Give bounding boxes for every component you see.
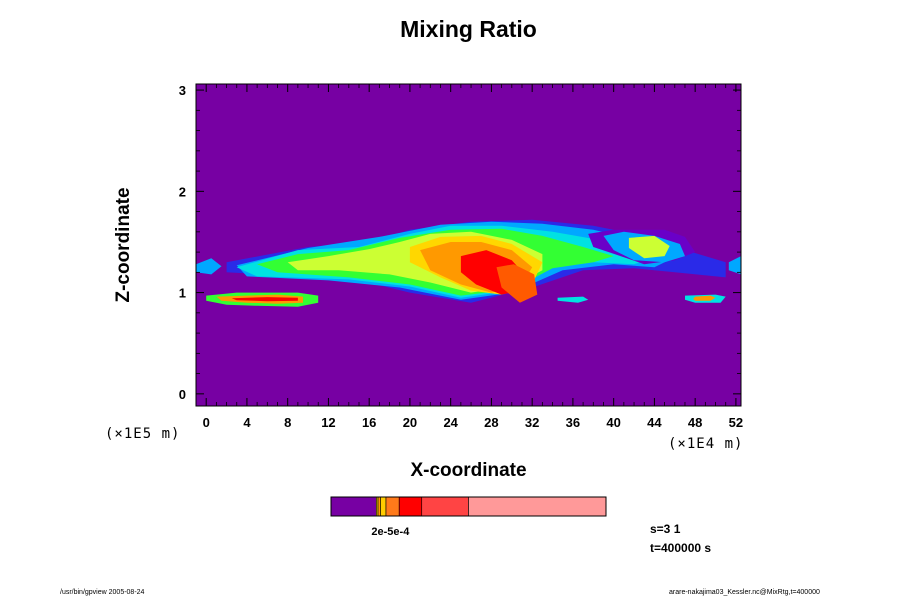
colorbar-segment-3 bbox=[380, 496, 387, 517]
contour-region-8 bbox=[496, 264, 538, 303]
contour-region-18 bbox=[728, 256, 741, 275]
x-tick-label: 40 bbox=[606, 415, 620, 430]
z-unit-label: (×1E5 m) bbox=[105, 426, 181, 442]
x-tick-label: 28 bbox=[484, 415, 498, 430]
x-tick-label: 44 bbox=[647, 415, 662, 430]
colorbar-label: 2e-5e-4 bbox=[371, 526, 410, 538]
x-unit-label: (×1E4 m) bbox=[668, 436, 744, 452]
step-info: s=3 1 bbox=[650, 522, 681, 536]
y-tick-label: 3 bbox=[179, 83, 186, 98]
x-tick-label: 20 bbox=[403, 415, 417, 430]
colorbar-segment-0 bbox=[330, 496, 377, 517]
x-tick-label: 8 bbox=[284, 415, 291, 430]
contour-region-17 bbox=[557, 296, 589, 303]
colorbar-segment-7 bbox=[468, 496, 607, 517]
time-info: t=400000 s bbox=[650, 541, 712, 555]
colorbar-frame bbox=[330, 496, 607, 517]
plot-frame bbox=[195, 83, 742, 407]
colorbar-segment-4 bbox=[385, 496, 400, 517]
x-tick-label: 24 bbox=[443, 415, 458, 430]
x-tick-label: 0 bbox=[203, 415, 210, 430]
x-axis-label: X-coordinate bbox=[410, 460, 527, 481]
x-axis-ticks: 0 4 8 12 16 20 24 28 32 36 40 44 48 52 bbox=[195, 84, 743, 430]
contour-region-14 bbox=[628, 235, 670, 259]
y-tick-label: 2 bbox=[179, 184, 186, 199]
chart-title: Mixing Ratio bbox=[400, 16, 537, 42]
y-tick-label: 0 bbox=[179, 387, 186, 402]
colorbar-segment-6 bbox=[421, 496, 469, 517]
colorbar: 2e-5e-4 bbox=[330, 496, 607, 538]
contour-region-19 bbox=[196, 258, 222, 275]
y-tick-label: 1 bbox=[179, 286, 186, 301]
x-tick-label: 48 bbox=[688, 415, 702, 430]
x-tick-label: 32 bbox=[525, 415, 539, 430]
x-tick-label: 52 bbox=[729, 415, 743, 430]
x-tick-label: 36 bbox=[566, 415, 580, 430]
contour-layers bbox=[196, 219, 741, 307]
footer-command: /usr/bin/gpview 2005-08-24 bbox=[60, 589, 145, 596]
colorbar-segment-2 bbox=[377, 496, 381, 517]
x-tick-label: 12 bbox=[321, 415, 335, 430]
contour-region-11 bbox=[231, 297, 298, 302]
contour-region-16 bbox=[693, 295, 716, 301]
y-axis-ticks: 0 1 2 3 bbox=[179, 83, 741, 402]
x-tick-label: 16 bbox=[362, 415, 376, 430]
x-tick-label: 4 bbox=[243, 415, 251, 430]
footer-source: arare-nakajima03_Kessler.nc@MixRtg,t=400… bbox=[669, 589, 820, 596]
colorbar-segment-5 bbox=[398, 496, 423, 517]
